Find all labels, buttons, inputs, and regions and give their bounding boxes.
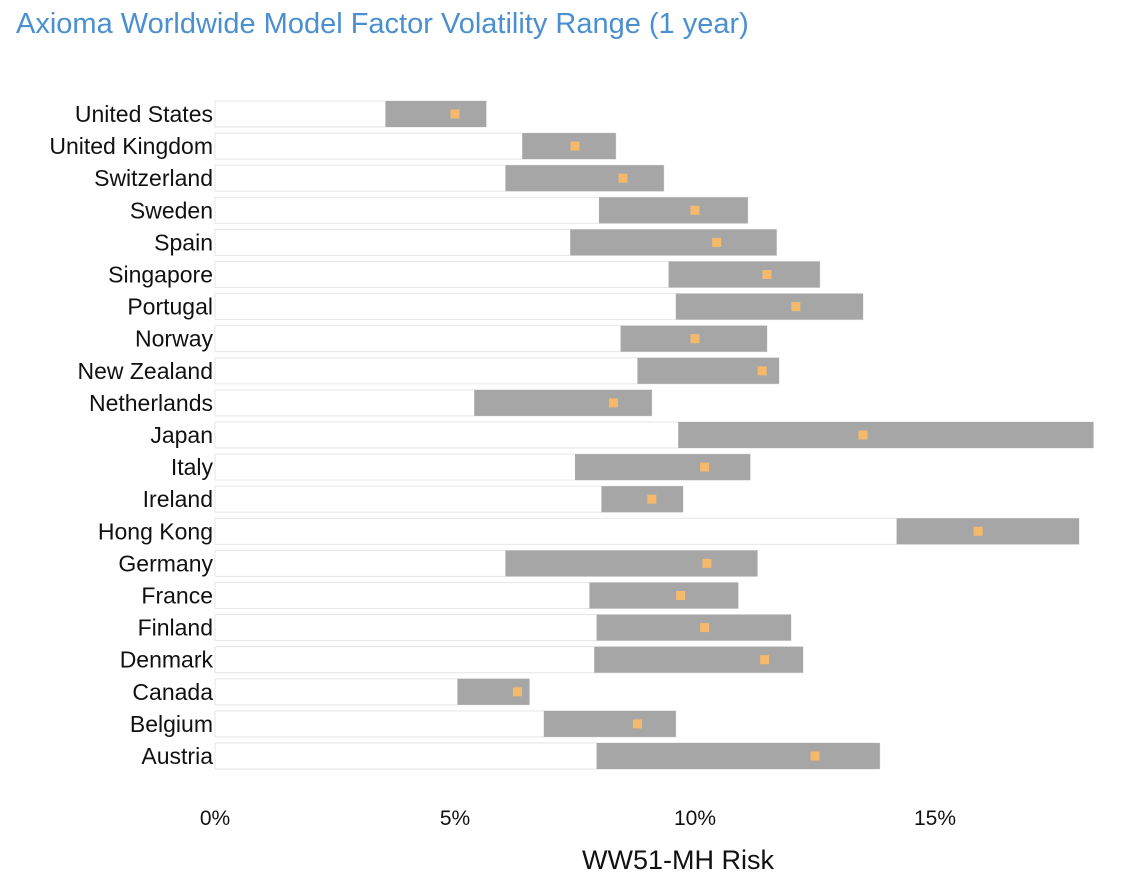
x-axis-title: WW51-MH Risk (582, 845, 774, 875)
category-labels: United States United Kingdom Switzerland Sw… (49, 101, 213, 769)
current-marker-row-7 (690, 334, 700, 344)
category-label-row-7: Norway (135, 326, 213, 352)
current-marker-row-20 (810, 751, 820, 761)
category-label-row-2: Switzerland (94, 165, 213, 191)
current-marker-row-2 (618, 173, 628, 183)
category-label-row-3: Sweden (130, 197, 213, 223)
range-bar-row-5 (668, 261, 820, 288)
category-label-row-15: France (141, 583, 213, 609)
range-bar-row-9 (474, 389, 652, 416)
category-label-row-5: Singapore (108, 262, 213, 288)
range-bar-row-15 (589, 582, 739, 609)
current-marker-row-3 (690, 205, 700, 215)
category-label-row-1: United Kingdom (49, 133, 213, 159)
current-marker-row-16 (700, 623, 710, 633)
range-bar-row-12 (601, 486, 683, 513)
category-label-row-9: Netherlands (89, 390, 213, 416)
current-markers (450, 109, 983, 761)
range-bar-row-10 (678, 422, 1094, 448)
range-bar-row-19 (543, 710, 676, 737)
range-bar-row-8 (637, 357, 779, 384)
x-tick-label-0: 0% (200, 807, 230, 830)
current-marker-row-9 (608, 398, 618, 408)
current-marker-row-13 (973, 526, 983, 536)
x-tick-label-2: 10% (674, 807, 716, 830)
category-label-row-10: Japan (150, 422, 213, 448)
range-bar-row-1 (522, 133, 616, 160)
category-label-row-16: Finland (138, 615, 213, 641)
category-label-row-6: Portugal (127, 294, 213, 320)
current-marker-row-19 (632, 719, 642, 729)
category-label-row-19: Belgium (130, 711, 213, 737)
category-label-row-17: Denmark (120, 647, 214, 673)
category-label-row-20: Austria (141, 743, 213, 769)
current-marker-row-14 (702, 558, 712, 568)
range-bar-row-11 (575, 454, 751, 481)
current-marker-row-5 (762, 270, 772, 279)
current-marker-row-8 (757, 366, 767, 376)
current-marker-row-10 (858, 430, 868, 440)
current-marker-row-11 (700, 462, 710, 472)
range-bar-row-6 (675, 293, 863, 320)
x-tick-label-3: 15% (914, 807, 956, 830)
category-label-row-0: United States (75, 101, 213, 127)
category-label-row-4: Spain (154, 229, 213, 255)
category-label-row-11: Italy (171, 454, 214, 480)
range-bar-row-13 (896, 518, 1079, 545)
range-bar-row-17 (594, 646, 803, 673)
current-marker-row-6 (791, 302, 801, 312)
range-bar-row-20 (596, 743, 880, 769)
range-bar-row-0 (385, 101, 487, 127)
range-bar-row-14 (505, 550, 758, 577)
range-bars (385, 101, 1094, 769)
current-marker-row-17 (760, 655, 770, 665)
category-label-row-14: Germany (118, 550, 213, 576)
range-bar-row-2 (505, 165, 664, 192)
category-label-row-18: Canada (132, 679, 213, 705)
current-marker-row-0 (450, 109, 460, 119)
range-bar-row-4 (570, 229, 777, 256)
category-label-row-12: Ireland (143, 486, 213, 512)
x-tick-label-1: 5% (440, 807, 470, 830)
category-label-row-8: New Zealand (77, 358, 213, 384)
current-marker-row-18 (512, 687, 522, 697)
current-marker-row-15 (676, 591, 686, 600)
x-axis-ticks: 0% 5% 10% 15% (200, 807, 956, 830)
current-marker-row-12 (647, 494, 657, 504)
chart-title: Axioma Worldwide Model Factor Volatility… (16, 8, 749, 40)
category-label-row-13: Hong Kong (98, 518, 213, 544)
current-marker-row-1 (570, 141, 580, 151)
current-marker-row-4 (712, 237, 722, 247)
range-bar-row-16 (596, 614, 791, 641)
range-bar-row-3 (599, 197, 748, 224)
